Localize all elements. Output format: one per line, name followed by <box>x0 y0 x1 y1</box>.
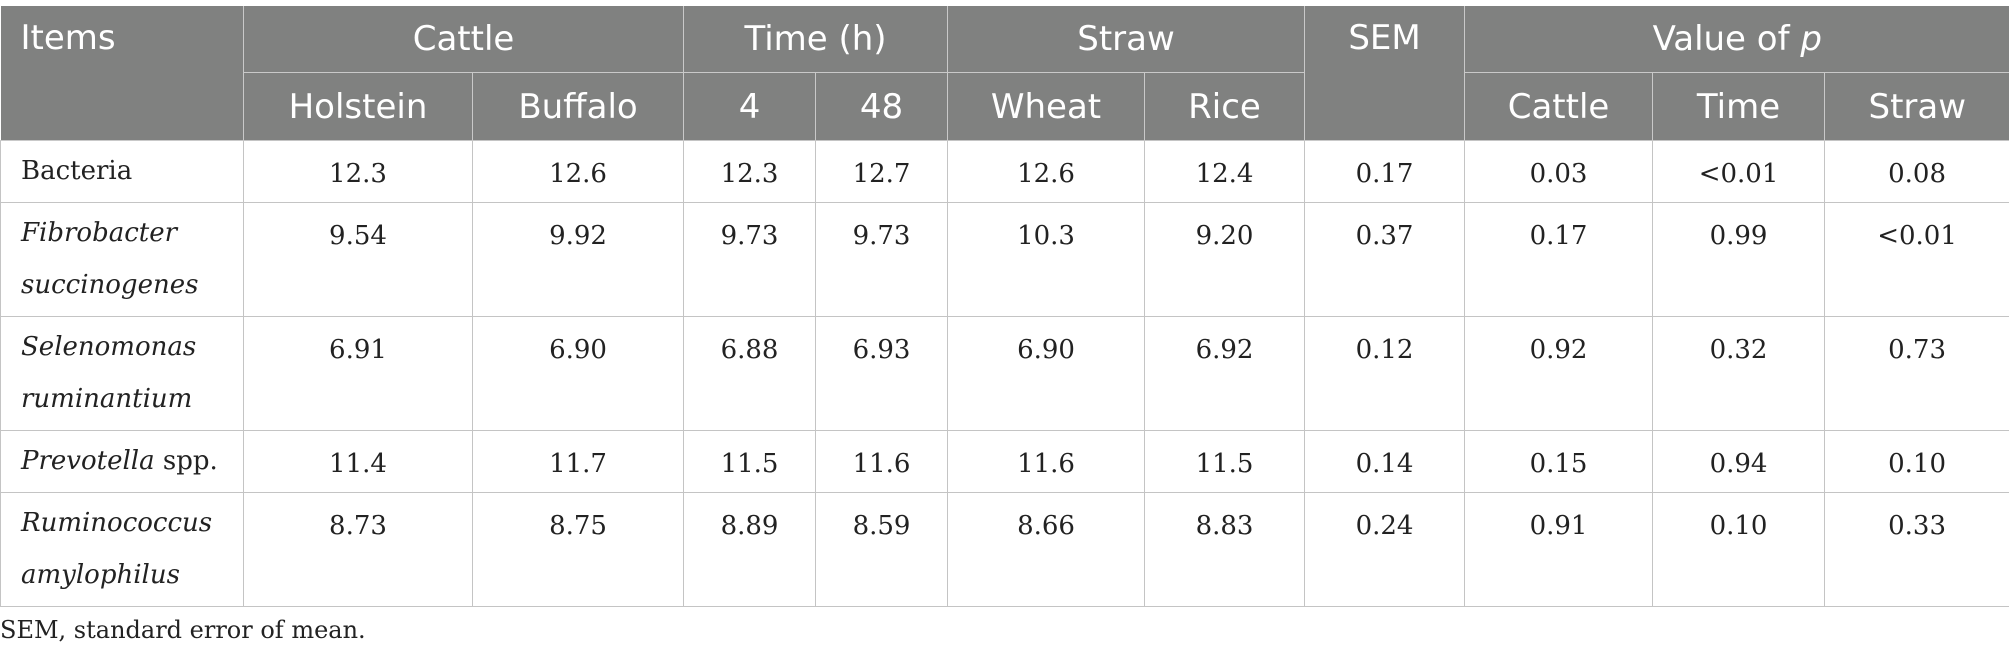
cell-holstein: 12.3 <box>243 140 473 203</box>
cell-time-4: 9.73 <box>683 202 817 317</box>
cell-sem: 0.14 <box>1304 430 1466 493</box>
cell-holstein: 8.73 <box>243 492 473 607</box>
header-p-variable: p <box>1800 19 1822 59</box>
cell-rice: 12.4 <box>1144 140 1306 203</box>
cell-p-time: <0.01 <box>1652 140 1826 203</box>
cell-time-4: 8.89 <box>683 492 817 607</box>
header-cattle: Cattle <box>242 6 685 73</box>
header-p-straw: Straw <box>1824 72 2009 141</box>
cell-p-cattle: 0.15 <box>1464 430 1654 493</box>
cell-p-cattle: 0.91 <box>1464 492 1654 607</box>
cell-p-time: 0.10 <box>1652 492 1826 607</box>
row-item-label: Prevotella spp. <box>0 430 244 493</box>
item-italic-text: Ruminococcus <box>21 508 213 538</box>
cell-time-48: 11.6 <box>815 430 949 493</box>
rumen-bacteria-table: Items Cattle Time (h) Straw SEM Value of… <box>0 6 2009 607</box>
header-time-4: 4 <box>683 72 817 141</box>
header-p-time: Time <box>1652 72 1826 141</box>
cell-p-cattle: 0.03 <box>1464 140 1654 203</box>
cell-holstein: 11.4 <box>243 430 473 493</box>
item-italic-text: Prevotella <box>21 446 155 476</box>
cell-wheat: 8.66 <box>947 492 1146 607</box>
cell-time-4: 11.5 <box>683 430 817 493</box>
row-item-label: Selenomonas ruminantium <box>0 316 244 431</box>
cell-sem: 0.17 <box>1304 140 1466 203</box>
item-italic-text: amylophilus <box>21 560 180 590</box>
header-time: Time (h) <box>683 6 949 73</box>
table-body: Bacteria 12.3 12.6 12.3 12.7 12.6 12.4 0… <box>0 140 2009 607</box>
cell-time-48: 8.59 <box>815 492 949 607</box>
item-italic-text: succinogenes <box>21 270 199 300</box>
cell-p-straw: 0.73 <box>1824 316 2009 431</box>
cell-wheat: 6.90 <box>947 316 1146 431</box>
item-italic-text: Selenomonas <box>21 332 197 362</box>
table-row: Bacteria 12.3 12.6 12.3 12.7 12.6 12.4 0… <box>0 140 2009 203</box>
header-items: Items <box>0 6 244 141</box>
cell-buffalo: 9.92 <box>471 202 685 317</box>
header-straw: Straw <box>947 6 1306 73</box>
table-header: Items Cattle Time (h) Straw SEM Value of… <box>0 6 2009 141</box>
cell-p-time: 0.99 <box>1652 202 1826 317</box>
cell-wheat: 11.6 <box>947 430 1146 493</box>
cell-p-straw: 0.08 <box>1824 140 2009 203</box>
cell-rice: 9.20 <box>1144 202 1306 317</box>
cell-p-time: 0.94 <box>1652 430 1826 493</box>
cell-p-straw: 0.10 <box>1824 430 2009 493</box>
row-item-label: Fibrobacter succinogenes <box>0 202 244 317</box>
table-row: Prevotella spp. 11.4 11.7 11.5 11.6 11.6… <box>0 430 2009 493</box>
header-holstein: Holstein <box>243 72 473 141</box>
cell-time-4: 12.3 <box>683 140 817 203</box>
item-text: Bacteria <box>21 156 133 186</box>
header-time-48: 48 <box>815 72 949 141</box>
cell-time-4: 6.88 <box>683 316 817 431</box>
item-italic-text: Fibrobacter <box>21 218 178 248</box>
cell-p-straw: <0.01 <box>1824 202 2009 317</box>
cell-rice: 8.83 <box>1144 492 1306 607</box>
data-table-container: Items Cattle Time (h) Straw SEM Value of… <box>0 6 2009 607</box>
table-footnote: SEM, standard error of mean. <box>0 616 366 644</box>
cell-buffalo: 6.90 <box>471 316 685 431</box>
header-buffalo: Buffalo <box>471 72 685 141</box>
cell-p-cattle: 0.92 <box>1464 316 1654 431</box>
cell-time-48: 12.7 <box>815 140 949 203</box>
cell-buffalo: 8.75 <box>471 492 685 607</box>
cell-p-cattle: 0.17 <box>1464 202 1654 317</box>
cell-time-48: 9.73 <box>815 202 949 317</box>
cell-sem: 0.37 <box>1304 202 1466 317</box>
table-row: Fibrobacter succinogenes 9.54 9.92 9.73 9… <box>0 202 2009 317</box>
cell-sem: 0.24 <box>1304 492 1466 607</box>
cell-buffalo: 12.6 <box>471 140 685 203</box>
header-wheat: Wheat <box>947 72 1146 141</box>
cell-holstein: 9.54 <box>243 202 473 317</box>
cell-buffalo: 11.7 <box>471 430 685 493</box>
header-rice: Rice <box>1144 72 1306 141</box>
table-row: Ruminococcus amylophilus 8.73 8.75 8.89 8… <box>0 492 2009 607</box>
cell-wheat: 10.3 <box>947 202 1146 317</box>
row-item-label: Bacteria <box>0 140 244 203</box>
header-p-cattle: Cattle <box>1464 72 1654 141</box>
header-value-of-p-prefix: Value of <box>1652 19 1801 59</box>
item-text: spp. <box>154 446 218 476</box>
table-row: Selenomonas ruminantium 6.91 6.90 6.88 6.… <box>0 316 2009 431</box>
cell-sem: 0.12 <box>1304 316 1466 431</box>
item-italic-text: ruminantium <box>21 384 193 414</box>
header-sem: SEM <box>1304 6 1466 141</box>
cell-wheat: 12.6 <box>947 140 1146 203</box>
cell-rice: 11.5 <box>1144 430 1306 493</box>
cell-p-time: 0.32 <box>1652 316 1826 431</box>
cell-time-48: 6.93 <box>815 316 949 431</box>
header-value-of-p: Value of p <box>1464 6 2009 73</box>
cell-p-straw: 0.33 <box>1824 492 2009 607</box>
cell-rice: 6.92 <box>1144 316 1306 431</box>
row-item-label: Ruminococcus amylophilus <box>0 492 244 607</box>
cell-holstein: 6.91 <box>243 316 473 431</box>
